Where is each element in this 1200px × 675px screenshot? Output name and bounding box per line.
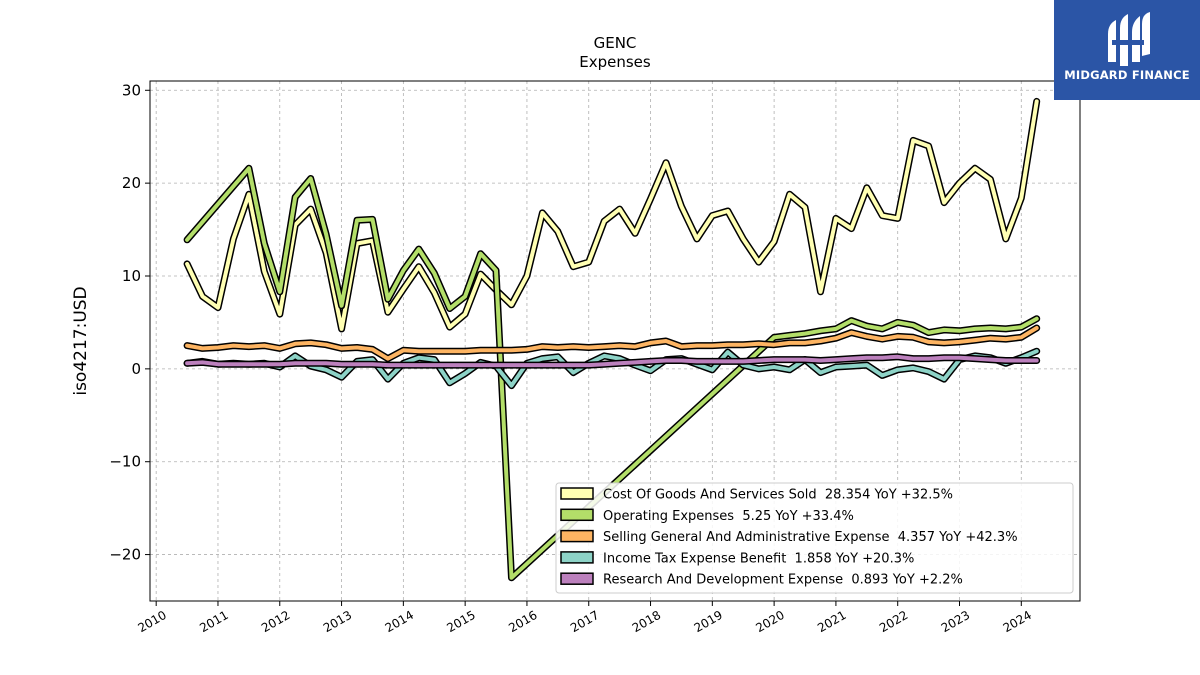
series-line	[185, 166, 1039, 580]
legend-swatch	[560, 572, 594, 585]
series-line	[185, 349, 1039, 388]
y-tick-label: 0	[131, 360, 141, 378]
legend-swatch	[560, 551, 594, 564]
series-2	[183, 324, 1041, 363]
legend-label: Cost Of Goods And Services Sold 28.354 Y…	[603, 488, 953, 503]
series-line	[185, 99, 1039, 331]
series-line	[185, 326, 1039, 361]
legend-swatch	[560, 487, 594, 500]
legend-swatch	[560, 529, 594, 543]
legend-label: Operating Expenses 5.25 YoY +33.4%	[603, 509, 854, 524]
series-layer	[183, 97, 1041, 582]
legend-box	[555, 482, 1074, 594]
logo-mark-icon	[1108, 12, 1150, 66]
y-tick-label: 20	[122, 174, 141, 192]
y-axis: 30 20 10 0 −10 −20	[109, 81, 150, 564]
chart-title: GENC	[594, 34, 637, 52]
logo: MIDGARD FINANCE	[1054, 0, 1200, 100]
series-1	[183, 164, 1041, 582]
y-tick-label: 30	[122, 81, 141, 99]
y-axis-label: iso4217:USD	[71, 286, 91, 395]
series-line	[185, 354, 1039, 368]
y-tick-label: −20	[109, 546, 141, 564]
legend-swatch	[560, 508, 594, 522]
series-0	[183, 97, 1041, 333]
legend-label: Research And Development Expense 0.893 Y…	[603, 573, 963, 588]
logo-text: MIDGARD FINANCE	[1064, 68, 1190, 82]
y-tick-label: 10	[122, 267, 141, 285]
plot-frame	[149, 80, 1081, 602]
chart-subtitle: Expenses	[579, 53, 651, 71]
series-4	[183, 353, 1041, 369]
legend: Cost Of Goods And Services Sold 28.354 Y…	[555, 482, 1074, 594]
legend-label: Income Tax Expense Benefit 1.858 YoY +20…	[603, 551, 914, 566]
legend-label: Selling General And Administrative Expen…	[603, 530, 1018, 545]
series-3	[183, 347, 1041, 390]
y-tick-label: −10	[109, 453, 141, 471]
